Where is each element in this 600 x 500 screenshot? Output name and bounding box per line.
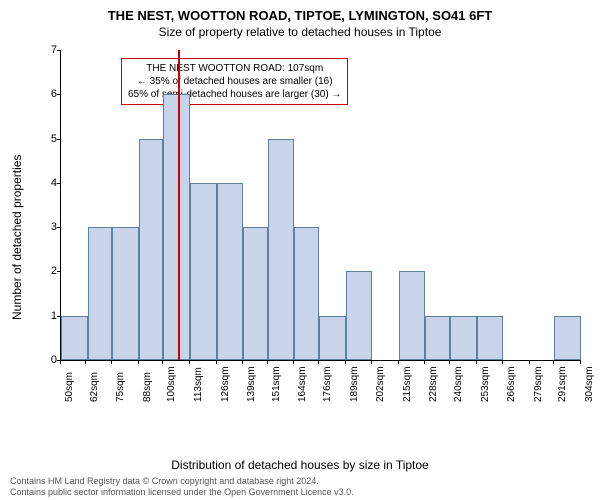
x-tick-mark: [162, 360, 163, 364]
histogram-bar: [294, 227, 319, 360]
x-tick-mark: [553, 360, 554, 364]
y-tick-label: 5: [43, 133, 57, 145]
histogram-bar: [88, 227, 113, 360]
x-tick-label: 266sqm: [506, 366, 517, 402]
x-tick-mark: [502, 360, 503, 364]
y-tick-mark: [57, 271, 61, 272]
x-tick-label: 139sqm: [246, 366, 257, 402]
histogram-bar: [112, 227, 139, 360]
histogram-bar: [139, 139, 164, 360]
chart-area: THE NEST WOOTTON ROAD: 107sqm ← 35% of d…: [60, 50, 580, 410]
y-tick-label: 3: [43, 221, 57, 233]
histogram-bar: [61, 316, 88, 360]
y-tick-label: 4: [43, 177, 57, 189]
footer-attribution: Contains HM Land Registry data © Crown c…: [10, 476, 354, 498]
y-tick-mark: [57, 94, 61, 95]
y-tick-mark: [57, 50, 61, 51]
x-tick-label: 215sqm: [402, 366, 413, 402]
x-tick-mark: [580, 360, 581, 364]
x-tick-mark: [529, 360, 530, 364]
x-tick-mark: [242, 360, 243, 364]
x-tick-mark: [138, 360, 139, 364]
x-tick-mark: [60, 360, 61, 364]
x-tick-label: 62sqm: [89, 372, 100, 402]
y-tick-mark: [57, 227, 61, 228]
x-tick-label: 100sqm: [166, 366, 177, 402]
footer-line2: Contains public sector information licen…: [10, 487, 354, 498]
x-tick-label: 202sqm: [375, 366, 386, 402]
histogram-bar: [268, 139, 295, 360]
x-tick-mark: [449, 360, 450, 364]
x-tick-label: 189sqm: [349, 366, 360, 402]
x-tick-label: 164sqm: [297, 366, 308, 402]
x-tick-label: 176sqm: [322, 366, 333, 402]
histogram-bar: [399, 271, 426, 360]
histogram-bar: [190, 183, 217, 360]
x-tick-label: 228sqm: [428, 366, 439, 402]
footer-line1: Contains HM Land Registry data © Crown c…: [10, 476, 354, 487]
histogram-bar: [243, 227, 268, 360]
histogram-bar: [346, 271, 373, 360]
histogram-bar: [477, 316, 504, 360]
x-tick-label: 88sqm: [142, 372, 153, 402]
x-tick-mark: [85, 360, 86, 364]
x-tick-label: 113sqm: [193, 367, 204, 402]
y-tick-label: 6: [43, 88, 57, 100]
x-tick-label: 126sqm: [220, 366, 231, 402]
histogram-bar: [319, 316, 346, 360]
chart-title-main: THE NEST, WOOTTON ROAD, TIPTOE, LYMINGTO…: [0, 0, 600, 23]
chart-container: THE NEST, WOOTTON ROAD, TIPTOE, LYMINGTO…: [0, 0, 600, 500]
histogram-bar: [554, 316, 581, 360]
chart-title-sub: Size of property relative to detached ho…: [0, 25, 600, 39]
y-tick-mark: [57, 139, 61, 140]
x-tick-mark: [371, 360, 372, 364]
x-tick-mark: [476, 360, 477, 364]
x-tick-mark: [216, 360, 217, 364]
x-tick-label: 240sqm: [453, 366, 464, 402]
x-tick-mark: [111, 360, 112, 364]
y-tick-label: 2: [43, 265, 57, 277]
y-tick-mark: [57, 183, 61, 184]
x-tick-mark: [398, 360, 399, 364]
annotation-line3: 65% of semi-detached houses are larger (…: [128, 88, 341, 101]
x-tick-label: 151sqm: [271, 366, 282, 402]
y-tick-label: 1: [43, 310, 57, 322]
y-tick-label: 0: [43, 354, 57, 366]
annotation-box: THE NEST WOOTTON ROAD: 107sqm ← 35% of d…: [121, 58, 348, 105]
annotation-line1: THE NEST WOOTTON ROAD: 107sqm: [128, 62, 341, 75]
x-tick-mark: [424, 360, 425, 364]
x-tick-label: 291sqm: [557, 366, 568, 402]
x-tick-mark: [189, 360, 190, 364]
histogram-bar: [450, 316, 477, 360]
x-tick-mark: [318, 360, 319, 364]
x-tick-label: 279sqm: [533, 366, 544, 402]
y-tick-label: 7: [43, 44, 57, 56]
reference-line: [178, 50, 180, 360]
x-tick-label: 304sqm: [584, 366, 595, 402]
histogram-bar: [425, 316, 450, 360]
x-tick-label: 50sqm: [64, 372, 75, 402]
annotation-line2: ← 35% of detached houses are smaller (16…: [128, 75, 341, 88]
x-tick-mark: [293, 360, 294, 364]
x-tick-label: 253sqm: [480, 366, 491, 402]
histogram-bar: [217, 183, 244, 360]
plot-region: THE NEST WOOTTON ROAD: 107sqm ← 35% of d…: [60, 50, 581, 361]
histogram-bar: [163, 94, 190, 360]
y-axis-label: Number of detached properties: [10, 155, 24, 320]
x-axis-label: Distribution of detached houses by size …: [0, 458, 600, 472]
x-tick-mark: [345, 360, 346, 364]
x-tick-mark: [267, 360, 268, 364]
x-tick-label: 75sqm: [115, 372, 126, 402]
